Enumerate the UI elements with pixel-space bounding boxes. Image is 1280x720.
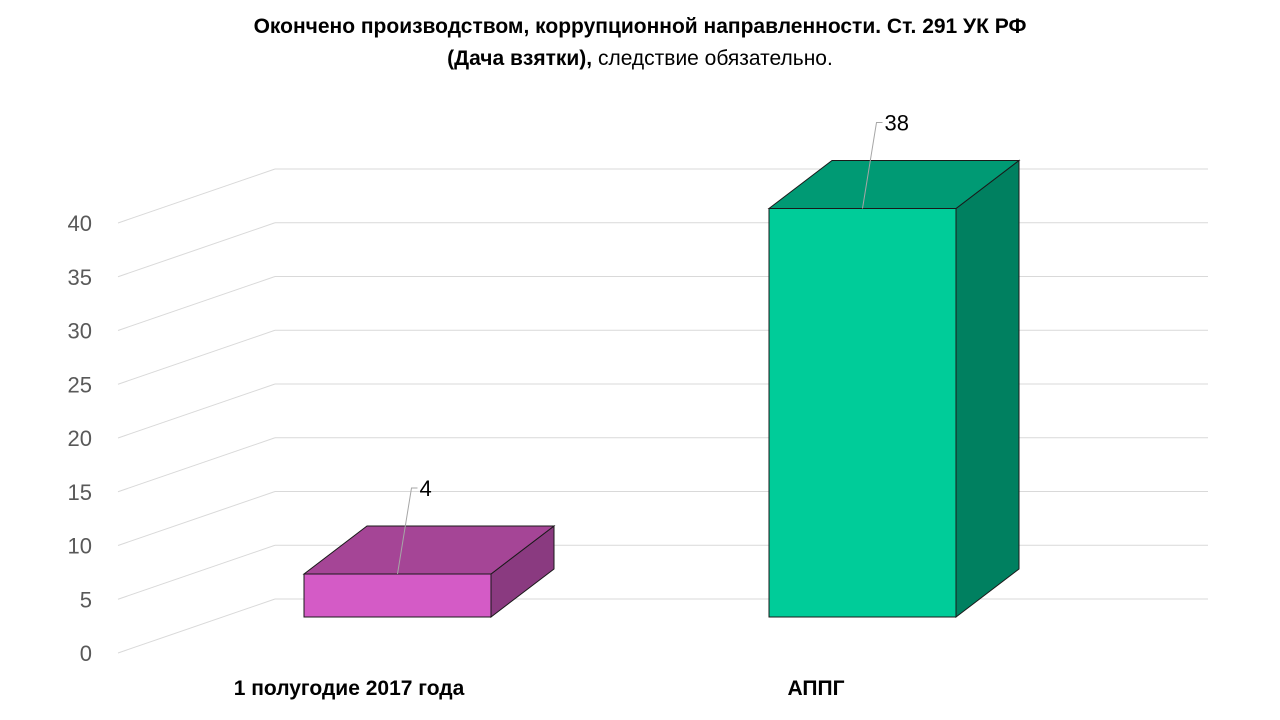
y-tick-label: 15 xyxy=(68,480,92,505)
bar-group xyxy=(767,159,1021,619)
y-tick-label: 30 xyxy=(68,319,92,344)
gridline-side xyxy=(117,437,276,493)
gridline-side xyxy=(117,544,276,600)
gridline-side xyxy=(117,222,276,278)
data-label-leader xyxy=(862,122,883,209)
chart-title-bold-part: (Дача взятки), xyxy=(447,47,593,70)
bar-group xyxy=(302,524,556,619)
y-tick-label: 0 xyxy=(80,641,92,666)
data-label-leader xyxy=(397,487,418,575)
chart-title-line-2: (Дача взятки), следствие обязательно. xyxy=(0,44,1280,74)
y-tick-label: 40 xyxy=(68,211,92,236)
bar xyxy=(768,208,957,618)
gridline-side xyxy=(117,168,276,224)
data-label: 4 xyxy=(420,476,432,501)
chart-title-normal-part: следствие обязательно. xyxy=(592,47,833,70)
y-tick-label: 20 xyxy=(68,426,92,451)
gridline-side xyxy=(117,383,276,439)
bar xyxy=(303,573,492,618)
gridline-side xyxy=(117,276,276,331)
x-category-label: АППГ xyxy=(788,677,845,700)
chart-title-line-1: Окончено производством, коррупционной на… xyxy=(253,15,1027,38)
y-tick-label: 25 xyxy=(68,372,92,397)
y-tick-label: 5 xyxy=(80,587,92,612)
y-tick-label: 10 xyxy=(68,534,92,559)
gridline-side xyxy=(117,598,276,654)
x-category-label: 1 полугодие 2017 года xyxy=(234,677,465,700)
data-label: 38 xyxy=(885,111,909,136)
gridline-side xyxy=(117,329,276,385)
bar-side xyxy=(955,159,1020,619)
gridline-side xyxy=(117,491,276,546)
y-tick-label: 35 xyxy=(68,265,92,290)
